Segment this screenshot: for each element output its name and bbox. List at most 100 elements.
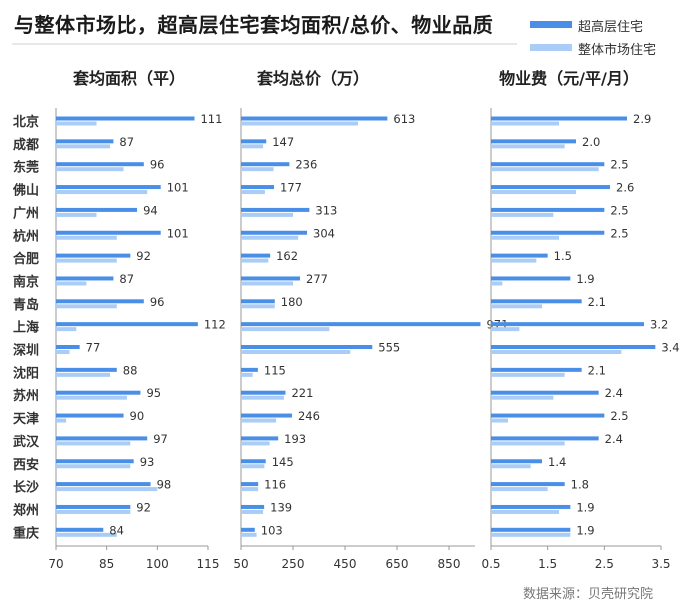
panel-0-bar-overall-7 xyxy=(56,281,87,286)
panel-0-data-label-13: 90 xyxy=(130,409,145,423)
panel-1-bar-high-rise-2 xyxy=(241,162,290,167)
panel-1-data-label-6: 162 xyxy=(276,249,298,263)
panel-2-tick-label-3: 3.5 xyxy=(651,557,670,571)
category-label-11: 沈阳 xyxy=(13,365,39,381)
panel-2-data-label-1: 2.0 xyxy=(582,135,600,149)
panel-1-data-label-5: 304 xyxy=(313,226,335,240)
panel-2-bar-high-rise-12 xyxy=(491,390,599,395)
panel-1-data-label-8: 180 xyxy=(281,295,303,309)
panel-0-bar-high-rise-1 xyxy=(56,139,114,144)
panel-2-data-label-15: 1.4 xyxy=(548,455,566,469)
panel-0-bar-overall-5 xyxy=(56,235,117,240)
panel-1-tick-label-0: 50 xyxy=(233,557,248,571)
panel-0-bar-overall-4 xyxy=(56,212,97,217)
category-label-0: 北京 xyxy=(13,114,39,130)
category-label-7: 南京 xyxy=(13,274,39,290)
chart-title: 与整体市场比，超高层住宅套均面积/总价、物业品质 xyxy=(14,13,494,37)
panel-1-bar-high-rise-13 xyxy=(241,413,292,418)
panel-0-data-label-1: 87 xyxy=(119,135,134,149)
panel-0-bar-high-rise-9 xyxy=(56,322,198,327)
category-label-3: 佛山 xyxy=(12,183,39,199)
category-label-13: 天津 xyxy=(13,411,39,427)
panel-2-bar-high-rise-10 xyxy=(491,345,656,349)
panel-0-bar-high-rise-13 xyxy=(56,413,124,418)
panel-1-bar-overall-6 xyxy=(241,258,269,263)
legend-swatch-high-rise xyxy=(530,21,572,28)
panel-0-data-label-14: 97 xyxy=(153,432,168,446)
panel-2-bar-overall-14 xyxy=(491,441,565,446)
panel-0-bar-high-rise-5 xyxy=(56,230,161,235)
panel-0-data-label-0: 111 xyxy=(200,112,222,126)
panel-1-data-label-14: 193 xyxy=(284,432,306,446)
panel-2-bar-overall-3 xyxy=(491,190,576,195)
panel-0-data-label-5: 101 xyxy=(167,226,189,240)
panel-2-data-label-17: 1.9 xyxy=(576,500,594,514)
panel-2-bar-high-rise-11 xyxy=(491,367,582,372)
title-divider xyxy=(12,43,517,45)
panel-1-data-label-7: 277 xyxy=(306,272,328,286)
panel-2-tick-label-0: 0.5 xyxy=(481,557,500,571)
panel-0-data-label-11: 88 xyxy=(123,363,138,377)
panel-0-bar-overall-8 xyxy=(56,304,117,309)
panel-2-bar-high-rise-8 xyxy=(491,299,582,304)
panel-1-bar-overall-16 xyxy=(241,487,259,492)
category-label-9: 上海 xyxy=(13,320,39,336)
panel-2-data-label-6: 1.5 xyxy=(554,249,572,263)
panel-1-data-label-1: 147 xyxy=(272,135,294,149)
category-label-15: 西安 xyxy=(13,457,39,473)
panel-2-data-label-10: 3.4 xyxy=(661,341,679,355)
panel-0-bar-high-rise-15 xyxy=(56,459,134,464)
panel-0-data-label-3: 101 xyxy=(167,181,189,195)
panel-2-data-label-14: 2.4 xyxy=(605,432,623,446)
panel-0-data-label-15: 93 xyxy=(140,455,155,469)
panel-2-data-label-12: 2.4 xyxy=(605,386,623,400)
panel-2-data-label-16: 1.8 xyxy=(571,478,589,492)
category-label-10: 深圳 xyxy=(13,343,39,359)
panel-1-tick-label-4: 850 xyxy=(438,557,461,571)
panel-0-bar-overall-9 xyxy=(56,327,77,332)
panel-2-tick-label-1: 1.5 xyxy=(538,557,557,571)
panel-title-0: 套均面积（平） xyxy=(72,69,185,88)
panel-1-bar-high-rise-11 xyxy=(241,367,258,372)
panel-0-bar-overall-0 xyxy=(56,121,97,126)
panel-2-data-label-11: 2.1 xyxy=(588,363,606,377)
panel-0-bar-high-rise-12 xyxy=(56,390,141,395)
panel-2-bar-overall-10 xyxy=(491,350,622,354)
panel-1-bar-high-rise-9 xyxy=(241,322,481,327)
panel-1-bar-overall-15 xyxy=(241,464,265,469)
category-label-16: 长沙 xyxy=(13,480,39,496)
panel-2-data-label-9: 3.2 xyxy=(650,318,668,332)
panel-title-2: 物业费（元/平/月） xyxy=(499,69,639,88)
category-label-12: 苏州 xyxy=(13,388,39,404)
panel-0-bar-high-rise-14 xyxy=(56,436,148,441)
panel-2-data-label-2: 2.5 xyxy=(610,158,628,172)
panel-2-data-label-8: 2.1 xyxy=(588,295,606,309)
panel-2-bar-high-rise-9 xyxy=(491,322,644,327)
category-label-6: 合肥 xyxy=(13,251,39,267)
panel-1-bar-overall-11 xyxy=(241,372,253,377)
panel-2-bar-high-rise-18 xyxy=(491,527,571,532)
panel-1-bar-overall-8 xyxy=(241,304,275,309)
panel-0-bar-high-rise-4 xyxy=(56,207,138,212)
panel-0-bar-overall-1 xyxy=(56,144,111,149)
panel-2-bar-overall-11 xyxy=(491,372,565,377)
category-label-17: 郑州 xyxy=(13,502,39,518)
panel-1-data-label-13: 246 xyxy=(298,409,320,423)
panel-1-bar-high-rise-12 xyxy=(241,390,286,395)
panel-1-data-label-4: 313 xyxy=(315,203,337,217)
legend-label-overall-market: 整体市场住宅 xyxy=(578,43,657,58)
panel-0-bar-overall-6 xyxy=(56,258,117,263)
panel-1-bar-overall-9 xyxy=(241,327,330,332)
panel-1-bar-high-rise-3 xyxy=(241,185,275,190)
panel-0-bar-high-rise-16 xyxy=(56,482,151,487)
legend-swatch-overall-market xyxy=(530,44,572,51)
panel-0-data-label-17: 92 xyxy=(136,500,151,514)
panel-1-bar-high-rise-5 xyxy=(241,230,308,235)
panel-1-bar-high-rise-15 xyxy=(241,459,266,464)
panel-0-bar-overall-16 xyxy=(56,487,158,492)
panel-0-bar-high-rise-7 xyxy=(56,276,114,281)
panel-1-bar-overall-3 xyxy=(241,190,265,195)
panel-0-bar-overall-15 xyxy=(56,464,131,469)
panel-1-data-label-10: 555 xyxy=(378,341,400,355)
panel-0-bar-high-rise-17 xyxy=(56,504,131,509)
